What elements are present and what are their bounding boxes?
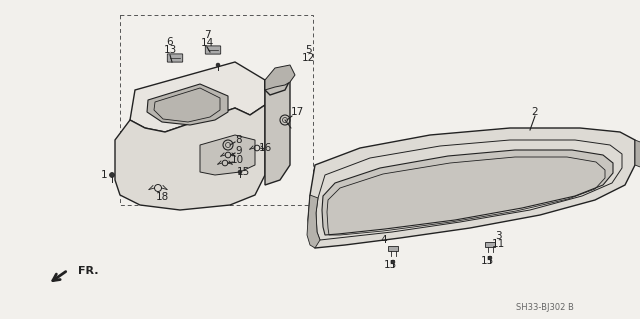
Text: 15: 15 [236,167,250,177]
Polygon shape [115,105,265,210]
Text: 7: 7 [204,30,211,40]
Text: 16: 16 [259,143,271,153]
Bar [388,246,398,250]
Text: SH33-BJ302 B: SH33-BJ302 B [516,303,574,313]
Polygon shape [265,72,290,95]
Polygon shape [635,140,640,170]
Text: 15: 15 [383,260,397,270]
Circle shape [488,256,492,260]
Bar [120,15,313,205]
Text: 4: 4 [381,235,387,245]
Text: 9: 9 [236,146,243,156]
Polygon shape [265,65,295,90]
Bar [485,241,495,247]
Circle shape [216,63,220,67]
Text: 12: 12 [301,53,315,63]
Text: 10: 10 [230,155,244,165]
FancyBboxPatch shape [205,46,221,54]
Polygon shape [130,62,265,132]
Text: 15: 15 [481,256,493,266]
Polygon shape [265,72,290,185]
Text: 8: 8 [236,135,243,145]
Text: 14: 14 [200,38,214,48]
Polygon shape [322,150,613,235]
Circle shape [238,170,242,174]
Text: 13: 13 [163,45,177,55]
Text: 3: 3 [495,231,501,241]
Polygon shape [307,195,320,248]
Text: 17: 17 [291,107,303,117]
Text: 5: 5 [305,45,311,55]
Text: 2: 2 [532,107,538,117]
Text: FR.: FR. [78,266,99,276]
Text: 6: 6 [166,37,173,47]
Polygon shape [147,84,228,125]
Polygon shape [200,135,255,175]
Text: 11: 11 [492,239,504,249]
Circle shape [109,173,115,177]
FancyBboxPatch shape [167,54,182,62]
Polygon shape [308,128,635,248]
Text: 18: 18 [156,192,168,202]
Circle shape [391,260,395,264]
Text: 1: 1 [100,170,108,180]
